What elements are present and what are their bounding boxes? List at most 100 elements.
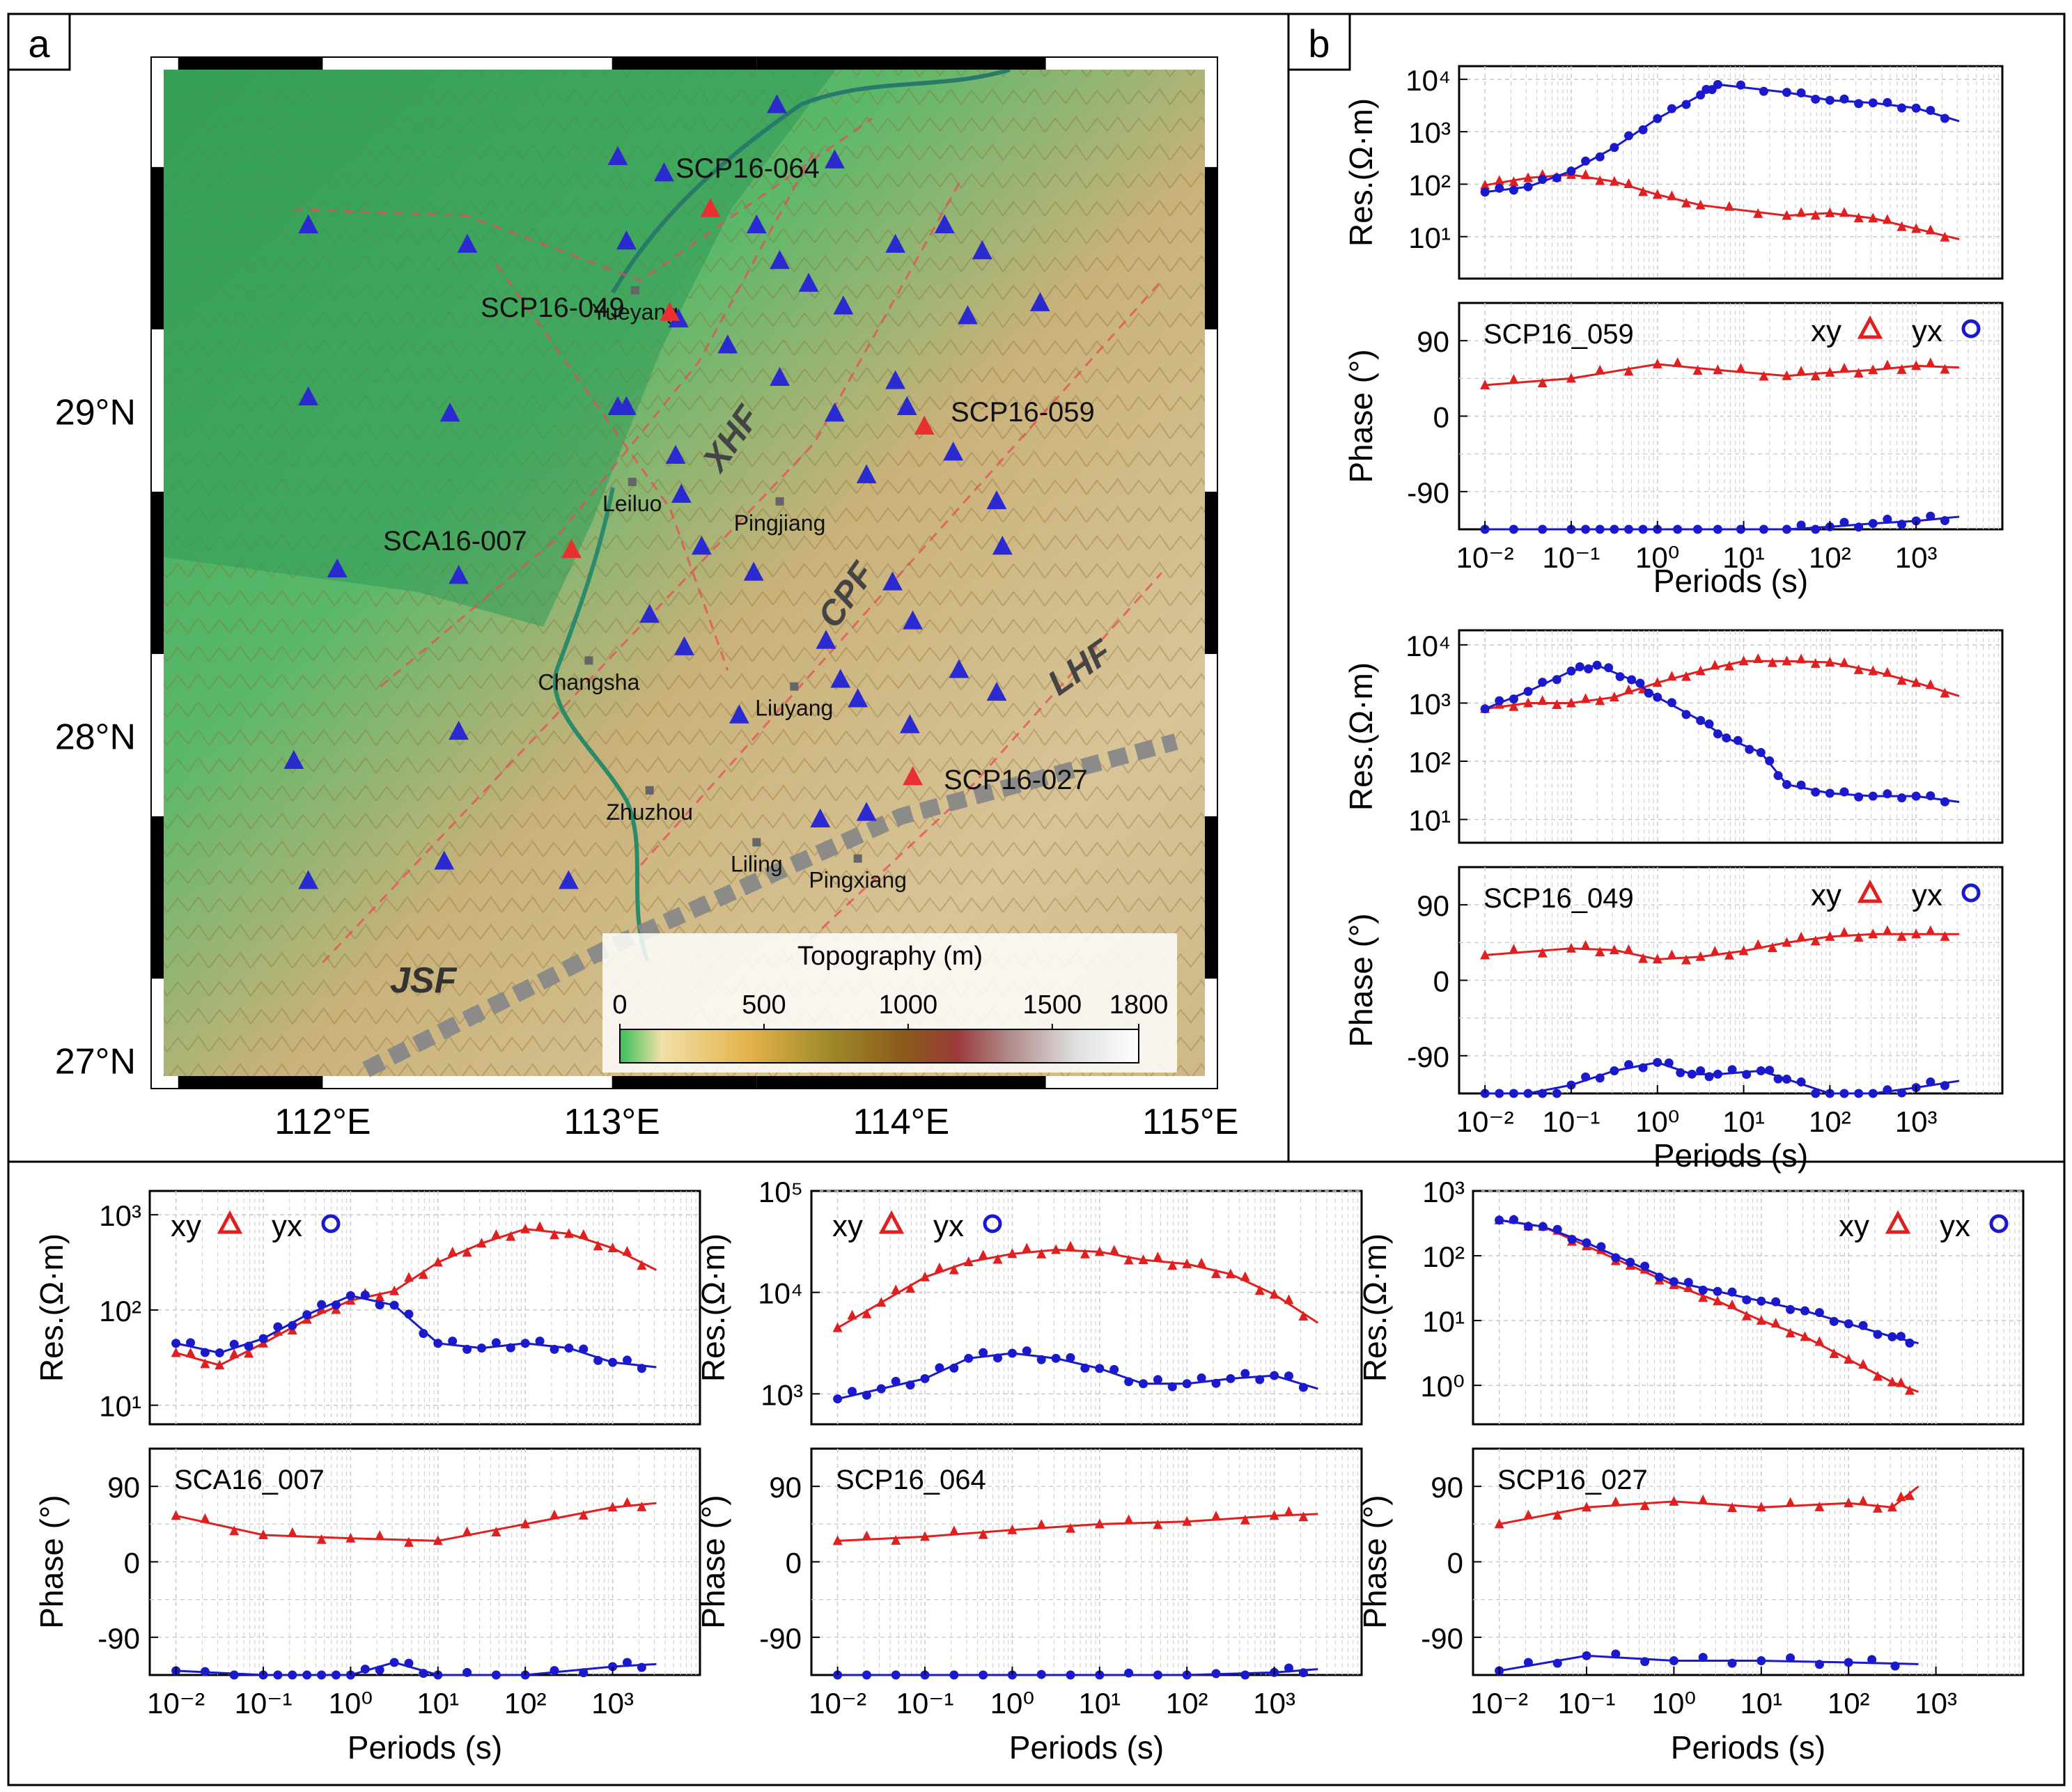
xy-data-point: [1873, 1502, 1883, 1513]
xy-data-point: [920, 1531, 930, 1541]
legend-xy-label: xy: [171, 1209, 201, 1243]
yx-data-point: [1604, 663, 1614, 673]
x-tick-label: 10²: [1166, 1687, 1208, 1720]
yx-data-point: [1911, 791, 1921, 801]
panel-b-label-box: [1287, 13, 1351, 71]
xy-data-point: [1844, 1353, 1854, 1364]
mt-response-plots: 10⁴ 10³ 10² 10¹ Res.(Ω·m) 90 0 -90 Phase (°) SCP1…: [33, 64, 2025, 1766]
xy-data-point: [1652, 358, 1662, 368]
yx-data-point: [1883, 1085, 1892, 1095]
yx-data-point: [891, 1376, 901, 1386]
map-axis-labels: 29°N 28°N 27°N 112°E 113°E 114°E 115°E: [55, 392, 1239, 1142]
res-y-tick-label: 10²: [1408, 746, 1451, 779]
xy-data-point: [200, 1513, 210, 1523]
yx-data-point: [1727, 1065, 1737, 1075]
xy-data-point: [563, 1228, 574, 1238]
res-y-tick-label: 10³: [761, 1378, 803, 1411]
xy-data-point: [433, 1535, 443, 1545]
yx-data-point: [1854, 522, 1864, 532]
yx-data-point: [623, 1355, 632, 1365]
xy-data-point: [1767, 942, 1777, 952]
xy-data-point: [1911, 677, 1922, 687]
yx-data-point: [1538, 1089, 1548, 1098]
yx-data-point: [1825, 95, 1835, 105]
yx-data-point: [579, 1344, 589, 1354]
station-marker: [816, 630, 836, 649]
yx-data-point: [979, 1348, 988, 1357]
yx-data-point: [1858, 1320, 1868, 1330]
legend-xy-label: xy: [1839, 1209, 1869, 1243]
yx-data-point: [1673, 524, 1683, 534]
station-marker: [639, 604, 660, 623]
yx-data-point: [920, 1373, 930, 1383]
yx-data-point: [1940, 516, 1949, 526]
xy-data-point: [978, 1529, 988, 1539]
station-marker: [743, 561, 764, 581]
xy-data-point: [622, 1246, 632, 1256]
yx-data-point: [1592, 660, 1602, 670]
yx-data-point: [1782, 779, 1791, 789]
yx-data-point: [1786, 1304, 1796, 1314]
yx-data-point: [1211, 1378, 1221, 1388]
yx-data-point: [1771, 1297, 1781, 1307]
x-tick-label: 10⁻²: [1456, 541, 1514, 574]
x-tick-label: 10⁰: [1652, 1687, 1697, 1720]
xy-data-point: [1298, 1511, 1309, 1522]
map-frame-bar: [1205, 491, 1217, 655]
yx-data-point: [1664, 1058, 1674, 1068]
xy-data-point: [1825, 207, 1835, 217]
xy-data-point: [447, 1246, 458, 1256]
xy-data-point: [1724, 660, 1734, 671]
phase-axes: [1472, 1447, 2025, 1676]
xy-data-point: [316, 1534, 327, 1544]
phase-y-tick-label: 90: [1431, 1471, 1463, 1504]
xy-data-point: [1839, 657, 1850, 667]
x-tick-label: 10⁻²: [809, 1687, 866, 1720]
yx-data-point: [1681, 100, 1691, 109]
yx-data-point: [1873, 1330, 1883, 1339]
yx-data-point: [993, 1353, 1003, 1363]
xy-data-point: [1727, 1502, 1738, 1513]
yx-data-point: [1696, 716, 1706, 726]
legend-xy-marker: [1857, 315, 1883, 339]
yx-data-point: [1584, 664, 1594, 673]
yx-data-point: [462, 1667, 472, 1677]
station-marker: [825, 403, 845, 422]
station-marker: [671, 483, 692, 503]
x-tick-label: 10³: [1895, 1105, 1938, 1138]
xy-data-point: [1480, 379, 1490, 389]
xy-data-point: [1940, 687, 1950, 698]
x-tick-label: 10¹: [1722, 541, 1765, 574]
xy-data-point: [1182, 1516, 1192, 1526]
yx-data-point: [1814, 1660, 1824, 1669]
yx-data-point: [1226, 1373, 1236, 1383]
yx-data-point: [1538, 524, 1548, 534]
site-label: SCA16-007: [383, 526, 527, 556]
yx-data-point: [1704, 1072, 1714, 1082]
xy-data-point: [891, 1535, 901, 1545]
xy-data-point: [1785, 1497, 1796, 1507]
yx-data-point: [1523, 182, 1533, 192]
xy-data-point: [1269, 1288, 1279, 1299]
xy-data-point: [1738, 945, 1749, 956]
xy-data-point: [287, 1527, 297, 1537]
yx-data-point: [419, 1329, 428, 1339]
map-frame: [150, 56, 1218, 1089]
xy-data-point: [1782, 655, 1792, 666]
station-marker: [830, 669, 851, 688]
yx-data-point: [1596, 1242, 1606, 1252]
yx-data-point: [1640, 1261, 1650, 1271]
station-marker: [1029, 292, 1050, 311]
phase-y-tick-label: 0: [124, 1547, 140, 1580]
xy-data-point: [1595, 695, 1605, 706]
res-axes: [1458, 629, 2004, 844]
yx-data-point: [1509, 1215, 1519, 1224]
xy-data-point: [1925, 224, 1935, 235]
xy-data-point: [345, 1532, 356, 1543]
yx-data-point: [389, 1658, 399, 1667]
xy-data-point: [476, 1238, 487, 1248]
yx-data-point: [1773, 771, 1783, 781]
yx-data-point: [229, 1670, 239, 1680]
yx-data-point: [1722, 733, 1731, 743]
